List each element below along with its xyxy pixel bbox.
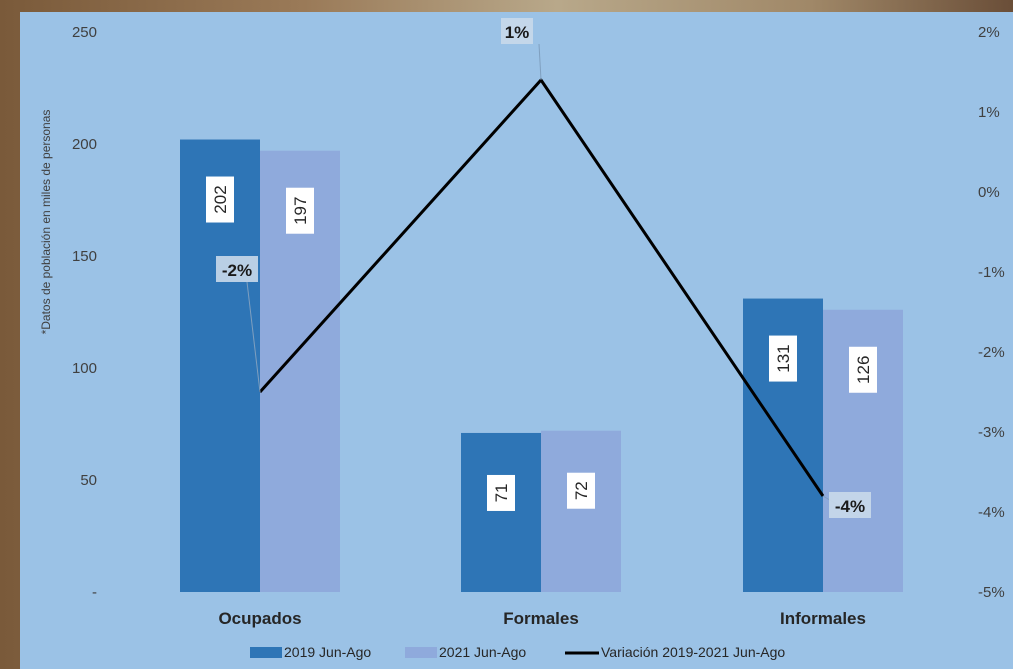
legend-label: Variación 2019-2021 Jun-Ago — [601, 644, 785, 660]
y-axis-title: *Datos de población en miles de personas — [39, 110, 53, 335]
line-data-label: -2% — [222, 261, 252, 280]
y2-tick-label: 0% — [978, 184, 1000, 201]
line-data-label: 1% — [505, 23, 530, 42]
line-data-label-box — [829, 492, 871, 518]
bar-data-label-text: 72 — [572, 481, 591, 500]
bar-data-label-box — [206, 176, 234, 223]
line-data-label-box — [216, 256, 258, 282]
y2-tick-label: -3% — [978, 424, 1005, 441]
bar-data-label-text: 126 — [854, 356, 873, 384]
leader-line — [246, 281, 261, 393]
line-data-label: -4% — [835, 497, 865, 516]
line-data-label-box — [501, 18, 533, 44]
y2-tick-label: -5% — [978, 584, 1005, 601]
bar-data-label-box — [487, 474, 515, 511]
leader-line — [538, 43, 542, 81]
y2-tick-label: 1% — [978, 104, 1000, 121]
bar-data-label: 126 — [849, 346, 877, 393]
bar-data-label-box — [849, 346, 877, 393]
y2-tick-label: -2% — [978, 344, 1005, 361]
bar-data-label-box — [769, 335, 797, 382]
bar-data-label: 197 — [286, 187, 314, 234]
bar-data-label: 131 — [769, 335, 797, 382]
y-tick-label: 250 — [72, 24, 97, 41]
x-category-label: Informales — [780, 609, 866, 628]
legend-swatch — [250, 647, 282, 658]
bar-data-label-box — [567, 472, 595, 509]
bar-data-label-text: 71 — [492, 483, 511, 502]
bar-data-label-text: 197 — [291, 197, 310, 225]
bar-data-label-box — [286, 187, 314, 234]
bar — [541, 430, 621, 592]
bar-data-label: 72 — [567, 472, 595, 509]
bar-data-label-text: 202 — [211, 185, 230, 213]
x-category-label: Formales — [503, 609, 579, 628]
y-tick-label: 150 — [72, 248, 97, 265]
legend-label: 2019 Jun-Ago — [284, 644, 371, 660]
bar-data-label-text: 131 — [774, 344, 793, 372]
x-category-label: Ocupados — [218, 609, 301, 628]
y2-tick-label: 2% — [978, 24, 1000, 41]
y-tick-label: 50 — [80, 472, 97, 489]
legend-swatch — [405, 647, 437, 658]
bar-data-label: 71 — [487, 474, 515, 511]
legend-label: 2021 Jun-Ago — [439, 644, 526, 660]
y2-tick-label: -1% — [978, 264, 1005, 281]
bar-data-label: 202 — [206, 176, 234, 223]
y2-tick-label: -4% — [978, 504, 1005, 521]
bar — [461, 432, 541, 592]
y-tick-label: 200 — [72, 136, 97, 153]
y-tick-label: 100 — [72, 360, 97, 377]
y-tick-label: - — [92, 584, 97, 601]
